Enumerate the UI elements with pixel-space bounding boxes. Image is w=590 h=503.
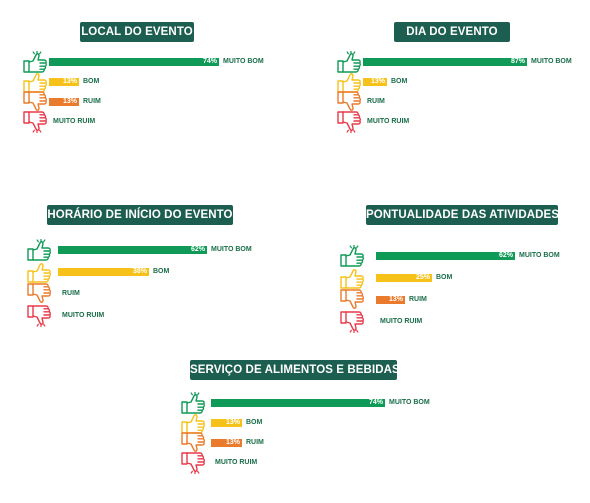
value-label: 13%: [225, 439, 240, 446]
category-label: MUITO RUIM: [53, 118, 96, 125]
thumbs-down-icon: [339, 289, 365, 311]
category-label: RUIM: [367, 98, 385, 105]
category-label: MUITO BOM: [389, 399, 430, 406]
bar-muito-bom: 74%: [211, 399, 385, 407]
bar-bom: 25%: [376, 274, 432, 282]
chart-title: HORÁRIO DE INÍCIO DO EVENTO: [47, 205, 233, 225]
thumbs-up-icon: [180, 412, 206, 434]
category-label: BOM: [246, 419, 263, 426]
thumbs-down-sparkle-icon: [22, 111, 48, 134]
value-label: 13%: [62, 98, 77, 105]
value-label: 74%: [368, 399, 383, 406]
category-label: RUIM: [62, 290, 80, 297]
category-label: MUITO RUIM: [215, 459, 258, 466]
category-label: MUITO BOM: [519, 252, 560, 259]
chart-title: DIA DO EVENTO: [394, 22, 510, 42]
thumbs-up-icon: [339, 267, 365, 289]
thumbs-down-icon: [336, 91, 362, 113]
category-label: MUITO BOM: [531, 58, 572, 65]
thumbs-up-sparkle-icon: [339, 244, 365, 267]
bar-muito-bom: 87%: [363, 58, 527, 66]
category-label: BOM: [83, 78, 100, 85]
value-label: 13%: [370, 78, 385, 85]
value-label: 62%: [190, 246, 205, 253]
thumbs-down-icon: [26, 283, 52, 305]
thumbs-down-icon: [22, 91, 48, 113]
bar-bom: 13%: [211, 419, 242, 427]
bar-bom: 13%: [363, 78, 387, 86]
value-label: 74%: [202, 58, 217, 65]
bar-bom: 38%: [58, 268, 149, 276]
thumbs-down-sparkle-icon: [180, 452, 206, 475]
thumbs-down-icon: [180, 432, 206, 454]
category-label: RUIM: [83, 98, 101, 105]
bar-muito-bom: 74%: [49, 58, 219, 66]
bar-ruim: 13%: [49, 98, 79, 106]
category-label: MUITO RUIM: [367, 118, 410, 125]
thumbs-down-sparkle-icon: [339, 311, 365, 334]
thumbs-up-icon: [336, 71, 362, 93]
category-label: RUIM: [246, 439, 264, 446]
value-label: 13%: [62, 78, 77, 85]
value-label: 38%: [132, 268, 147, 275]
chart-title: LOCAL DO EVENTO: [80, 22, 194, 42]
category-label: MUITO RUIM: [62, 312, 105, 319]
bar-bom: 13%: [49, 78, 79, 86]
thumbs-up-sparkle-icon: [180, 391, 206, 414]
value-label: 62%: [498, 252, 513, 259]
value-label: 13%: [225, 419, 240, 426]
category-label: RUIM: [409, 296, 427, 303]
thumbs-up-sparkle-icon: [336, 50, 362, 73]
category-label: BOM: [436, 274, 453, 281]
category-label: BOM: [153, 268, 170, 275]
category-label: MUITO BOM: [223, 58, 264, 65]
chart-title: PONTUALIDADE DAS ATIVIDADES: [366, 205, 559, 225]
bar-muito-bom: 62%: [58, 246, 207, 254]
value-label: 13%: [388, 296, 403, 303]
value-label: 25%: [415, 274, 430, 281]
bar-ruim: 13%: [211, 439, 242, 447]
thumbs-down-sparkle-icon: [336, 111, 362, 134]
thumbs-up-icon: [22, 71, 48, 93]
category-label: MUITO RUIM: [380, 318, 423, 325]
bar-muito-bom: 62%: [376, 252, 515, 260]
thumbs-up-sparkle-icon: [26, 238, 52, 261]
category-label: MUITO BOM: [211, 246, 252, 253]
category-label: BOM: [391, 78, 408, 85]
thumbs-up-icon: [26, 261, 52, 283]
thumbs-down-sparkle-icon: [26, 305, 52, 328]
value-label: 87%: [510, 58, 525, 65]
thumbs-up-sparkle-icon: [22, 50, 48, 73]
chart-title: SERVIÇO DE ALIMENTOS E BEBIDAS: [190, 360, 400, 380]
bar-ruim: 13%: [376, 296, 405, 304]
